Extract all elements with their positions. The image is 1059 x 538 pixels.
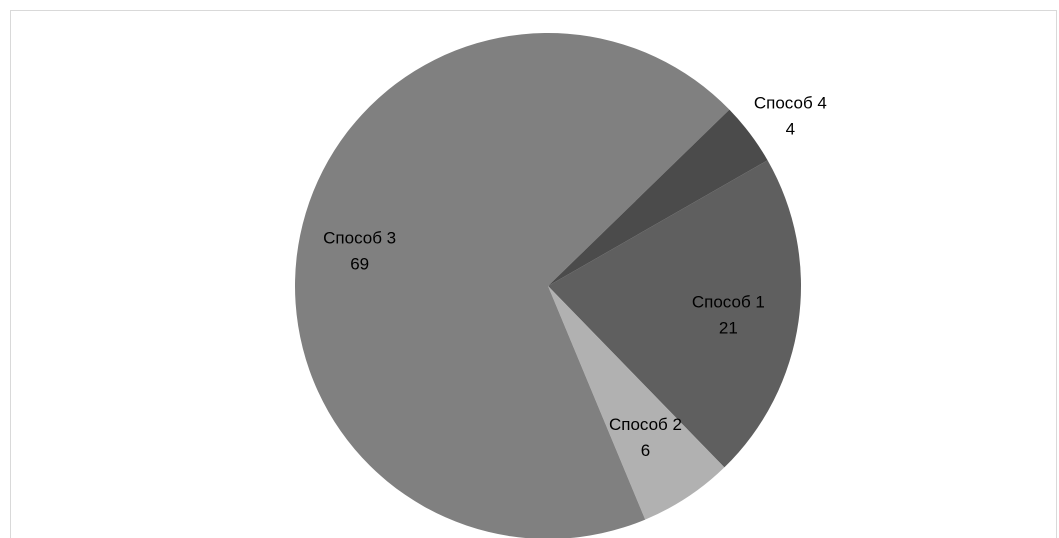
slice-label-value: 21 [719, 318, 738, 337]
slice-label-name: Способ 2 [609, 415, 682, 434]
slice-label-value: 69 [350, 254, 369, 273]
pie-labels: Способ 1 21 Способ 2 6 Способ 3 69 Способ 4 4 [323, 93, 827, 459]
pie-slice-3 [295, 33, 730, 538]
slice-label-value: 4 [786, 119, 795, 138]
slice-label-value: 6 [641, 441, 650, 460]
pie-slice-4 [548, 109, 768, 286]
slice-label-name: Способ 3 [323, 228, 396, 247]
pie-slices [295, 33, 801, 538]
pie-slice-1 [548, 160, 801, 468]
slice-label-name: Способ 4 [754, 93, 827, 112]
slice-label-name: Способ 1 [692, 292, 765, 311]
pie-slice-2 [548, 286, 725, 520]
